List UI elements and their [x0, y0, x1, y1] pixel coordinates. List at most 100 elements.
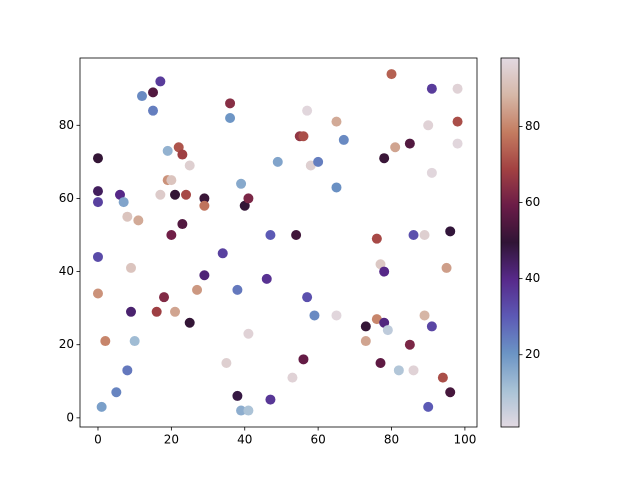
point	[298, 354, 309, 365]
point	[441, 262, 452, 273]
point	[155, 76, 166, 87]
point	[302, 292, 313, 303]
point	[92, 186, 103, 197]
point	[379, 153, 390, 164]
point	[338, 134, 349, 145]
point	[371, 233, 382, 244]
colorbar-tick-label: 20	[525, 347, 540, 361]
point	[232, 284, 243, 295]
point	[225, 98, 236, 109]
colorbar	[500, 57, 520, 428]
point	[92, 251, 103, 262]
point	[287, 372, 298, 383]
point	[419, 310, 430, 321]
point	[408, 365, 419, 376]
x-tick-label: 100	[453, 433, 476, 447]
point	[217, 248, 228, 259]
point	[331, 116, 342, 127]
point	[452, 138, 463, 149]
point	[243, 405, 254, 416]
y-tick-label: 20	[59, 337, 74, 351]
point	[360, 336, 371, 347]
point	[243, 193, 254, 204]
point	[122, 211, 133, 222]
point	[225, 112, 236, 123]
point	[199, 270, 210, 281]
point	[302, 105, 313, 116]
plot-frame	[79, 57, 478, 428]
colorbar-tick-label: 80	[525, 119, 540, 133]
point	[181, 189, 192, 200]
point	[419, 230, 430, 241]
y-tick-label: 40	[59, 264, 74, 278]
x-tick-label: 80	[384, 433, 399, 447]
point	[313, 156, 324, 167]
y-tick-label: 80	[59, 118, 74, 132]
colorbar-tick-label: 60	[525, 195, 540, 209]
point	[92, 288, 103, 299]
point	[445, 226, 456, 237]
point	[423, 120, 434, 131]
point	[404, 339, 415, 350]
point	[452, 116, 463, 127]
colorbar-tick-label: 40	[525, 271, 540, 285]
y-tick-label: 0	[66, 410, 74, 424]
point	[426, 167, 437, 178]
point	[221, 358, 232, 369]
point	[192, 284, 203, 295]
point	[331, 182, 342, 193]
point	[408, 230, 419, 241]
point	[298, 131, 309, 142]
point	[426, 321, 437, 332]
point	[92, 153, 103, 164]
point	[379, 266, 390, 277]
point	[232, 390, 243, 401]
point	[375, 358, 386, 369]
point	[170, 306, 181, 317]
point	[148, 87, 159, 98]
point	[166, 175, 177, 186]
point	[261, 273, 272, 284]
x-tick-label: 20	[164, 433, 179, 447]
point	[170, 189, 181, 200]
point	[426, 83, 437, 94]
point	[162, 145, 173, 156]
point	[243, 328, 254, 339]
point	[265, 394, 276, 405]
point	[159, 292, 170, 303]
point	[148, 105, 159, 116]
point	[126, 306, 137, 317]
point	[92, 197, 103, 208]
point	[386, 69, 397, 80]
point	[177, 149, 188, 160]
point	[236, 405, 247, 416]
point	[100, 336, 111, 347]
point	[393, 365, 404, 376]
point	[265, 230, 276, 241]
point	[137, 91, 148, 102]
point	[151, 306, 162, 317]
y-tick-label: 60	[59, 191, 74, 205]
point	[452, 83, 463, 94]
point	[390, 142, 401, 153]
point	[122, 365, 133, 376]
point	[437, 372, 448, 383]
point	[133, 215, 144, 226]
point	[331, 310, 342, 321]
x-tick-label: 60	[310, 433, 325, 447]
point	[382, 325, 393, 336]
point	[404, 138, 415, 149]
x-tick-label: 40	[237, 433, 252, 447]
point	[96, 401, 107, 412]
point	[445, 387, 456, 398]
point	[199, 200, 210, 211]
point	[184, 160, 195, 171]
x-tick-label: 0	[94, 433, 102, 447]
point	[291, 230, 302, 241]
point	[272, 156, 283, 167]
point	[423, 401, 434, 412]
point	[155, 189, 166, 200]
point	[111, 387, 122, 398]
point	[177, 219, 188, 230]
